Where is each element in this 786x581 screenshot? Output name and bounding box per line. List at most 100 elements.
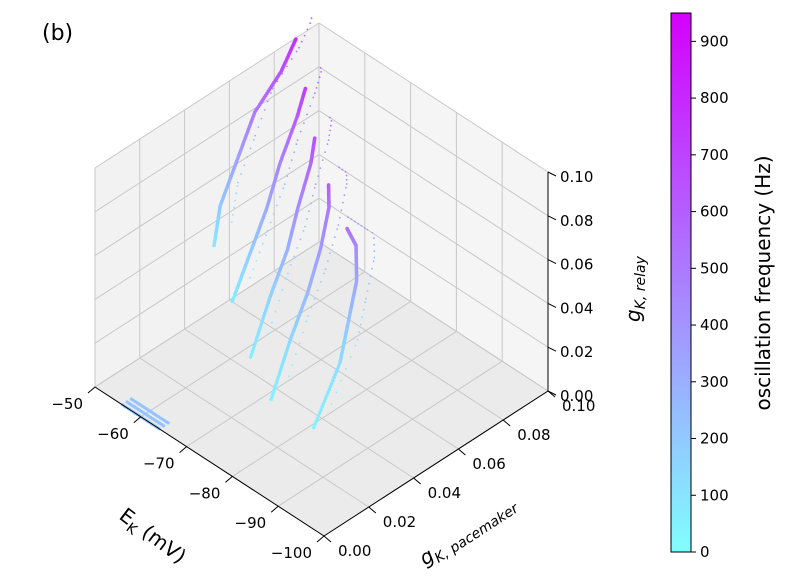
data-point [319,281,322,283]
data-point [312,425,316,430]
data-point [310,17,313,19]
data-point [310,306,313,309]
data-point [296,247,299,249]
data-point [271,392,275,396]
data-point [267,332,270,335]
data-point [281,289,284,291]
y-tick-label: 0.06 [472,455,505,473]
data-point [274,310,277,313]
colorbar-tick-label: 300 [700,373,729,391]
x-tick-label: −70 [143,455,175,473]
data-point [311,194,314,197]
y-tick-label: 0.10 [562,397,595,415]
y-tick-label: 0.00 [338,542,371,560]
data-point [345,174,348,177]
colorbar [670,12,692,553]
data-point [336,228,339,231]
data-point [256,330,261,335]
data-point [323,272,325,275]
y-tick-label: 0.04 [428,484,461,502]
data-point [129,397,133,401]
grid-line [318,110,549,261]
y-tick-label: 0.02 [383,513,416,531]
z-tick-label: 0.00 [560,387,593,405]
data-point [321,159,324,162]
data-point [322,399,327,403]
colorbar-label: oscillation frequency (Hz) [751,155,775,410]
x-tick-mark [225,476,233,483]
data-point [234,199,237,202]
colorbar-tick-label: 0 [700,543,710,561]
x-tick-mark [133,416,142,424]
data-point [283,353,288,358]
data-point [254,134,257,137]
data-point [344,368,347,370]
data-point [325,393,329,398]
data-point [276,375,280,380]
data-point [332,375,336,380]
colorbar-tick-label: 600 [700,203,729,221]
data-point [333,372,338,377]
data-point [260,319,265,324]
data-point [296,139,299,142]
data-point [362,308,365,311]
data-point [313,187,316,189]
y-axis-label: gK, pacemaker [415,490,523,574]
data-point [251,346,256,351]
data-point [326,260,329,262]
data-point [250,349,255,354]
data-point [235,192,238,195]
colorbar-tick-label: 100 [700,486,729,504]
data-point [330,120,333,122]
data-point [254,338,258,343]
data-point [321,402,326,406]
data-point [349,356,352,359]
floor-pane [95,242,548,536]
data-point [290,58,293,60]
data-point [324,268,327,270]
z-tick-mark [547,302,557,308]
data-point [335,391,338,394]
y-tick-label: 0.08 [517,426,550,444]
y-axis-line [323,390,549,537]
x-tick-label: −50 [51,395,83,413]
data-point [345,226,349,231]
data-point [272,213,275,215]
data-point [277,373,281,377]
data-point [261,242,264,245]
colorbar-tick-label: 800 [700,89,729,107]
data-point [334,370,339,374]
data-point [291,364,294,366]
data-point [306,218,308,220]
data-point [288,167,291,170]
data-point [286,272,289,275]
data-point [363,227,366,229]
data-point [290,264,292,266]
data-point [314,92,316,95]
colorbar-tick-label: 500 [700,259,729,277]
data-point [326,143,329,146]
data-point [340,379,342,382]
data-point [284,351,288,355]
data-point [319,67,322,69]
data-point [230,221,233,224]
data-point [232,214,234,216]
data-point [313,422,317,427]
data-point [263,109,266,111]
back-pane-x [319,23,548,391]
data-point [286,345,290,350]
data-point [320,71,322,73]
data-point [345,178,348,181]
z-axis-label: gK, relay [621,255,649,322]
data-point [358,331,361,334]
data-point [303,122,305,124]
data-point [255,259,258,262]
data-point [240,173,243,175]
data-point [331,378,335,383]
data-point [272,386,277,391]
tick-labels: −100−90 −80 −70 −60 −50 0.00 0.02 0.04 0.06 0.08 0… [51,168,595,562]
data-point [345,183,348,185]
data-point [329,124,332,127]
data-point [309,22,312,25]
